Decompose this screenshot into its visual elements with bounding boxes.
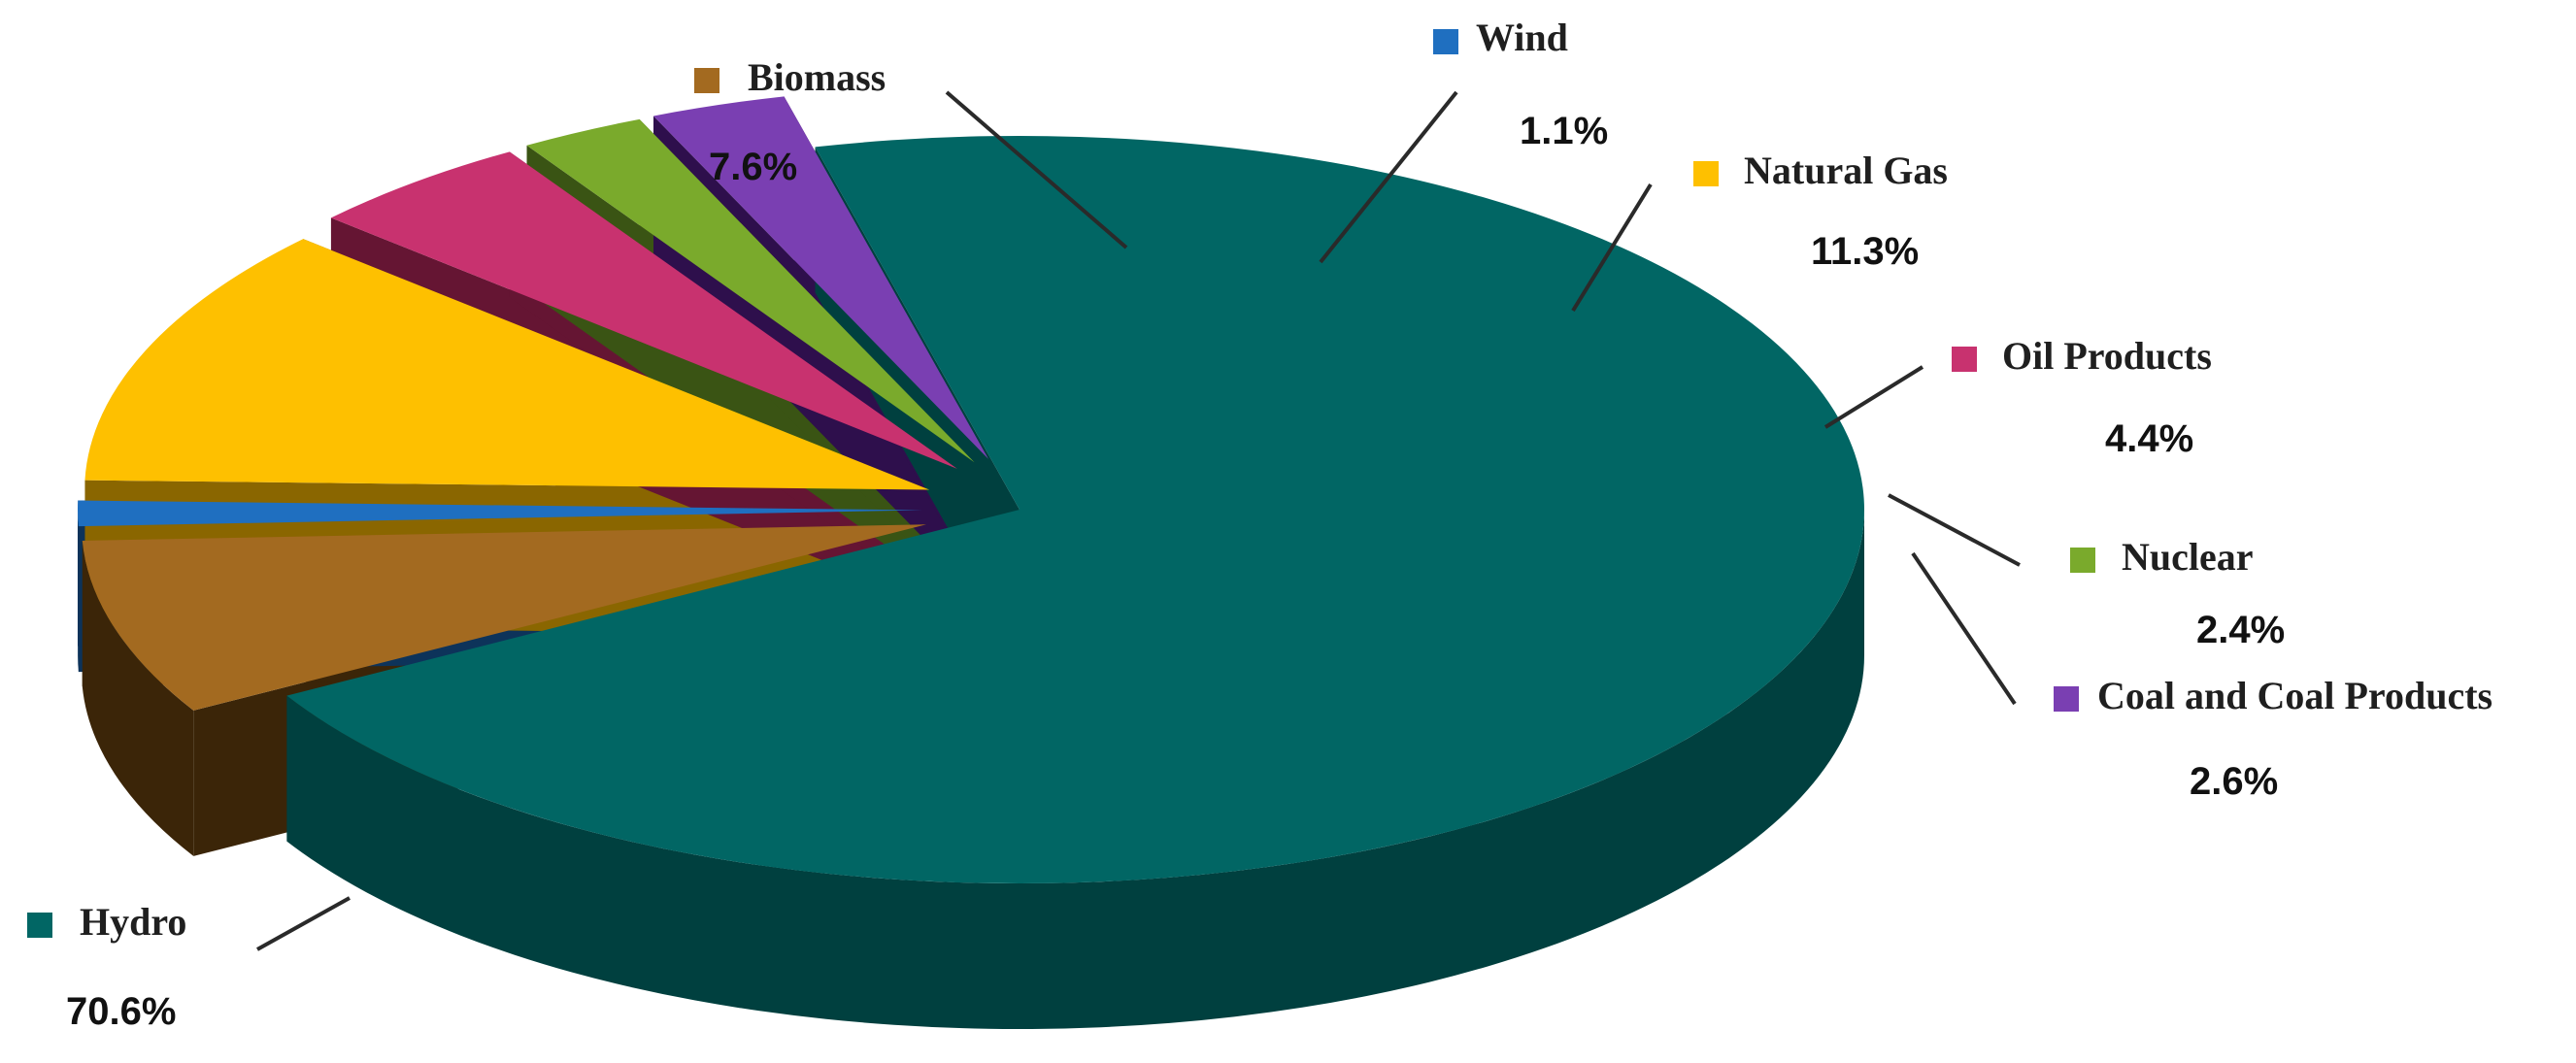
slice-biomass — [82, 524, 926, 711]
slice-oil-products — [330, 151, 957, 469]
slice-nuclear — [526, 118, 975, 463]
legend-swatch-natural-gas — [1693, 161, 1719, 186]
leader-line-hydro — [256, 896, 351, 951]
leader-line-natural-gas — [1571, 183, 1653, 313]
slice-hydro — [286, 136, 1865, 883]
pie-labels: Hydro 70.6% Biomass 7.6% Wind 1.1% Natural Gas… — [27, 16, 2492, 1033]
legend-swatch-hydro — [27, 913, 52, 938]
value-label-oil-products: 4.4% — [2105, 417, 2193, 460]
slice-coal-and-coal-products — [653, 96, 988, 459]
category-label-oil-products: Oil Products — [2002, 334, 2212, 378]
legend-swatch-coal-and-coal-products — [2054, 686, 2079, 712]
slice-side-wind — [78, 510, 79, 673]
category-label-natural-gas: Natural Gas — [1744, 149, 1948, 192]
value-label-hydro: 70.6% — [66, 990, 176, 1033]
category-label-hydro: Hydro — [80, 900, 186, 944]
category-label-biomass: Biomass — [748, 55, 886, 99]
value-label-coal-and-coal-products: 2.6% — [2190, 760, 2278, 803]
legend-swatch-biomass — [694, 68, 719, 93]
slice-side-hydro — [286, 510, 1865, 1029]
pie-slices — [78, 96, 1865, 1029]
slice-wind — [78, 500, 923, 527]
leader-line-oil-products — [1823, 365, 1924, 429]
category-label-wind: Wind — [1476, 16, 1568, 59]
value-label-natural-gas: 11.3% — [1811, 230, 1919, 273]
legend-swatch-wind — [1433, 29, 1458, 54]
leader-line-coal-and-coal-products — [1911, 551, 2017, 706]
leader-line-wind — [1319, 90, 1458, 264]
leader-line-nuclear — [1888, 493, 2021, 567]
slice-side-biomass — [82, 540, 194, 856]
value-label-wind: 1.1% — [1520, 110, 1608, 152]
legend-swatch-oil-products — [1952, 347, 1977, 372]
legend-swatch-nuclear — [2070, 548, 2095, 573]
value-label-biomass: 7.6% — [709, 146, 797, 188]
value-label-nuclear: 2.4% — [2196, 609, 2285, 651]
leader-line-biomass — [945, 90, 1128, 249]
slice-natural-gas — [84, 239, 930, 490]
category-label-coal-and-coal-products: Coal and Coal Products — [2097, 674, 2492, 717]
category-label-nuclear: Nuclear — [2122, 535, 2254, 579]
